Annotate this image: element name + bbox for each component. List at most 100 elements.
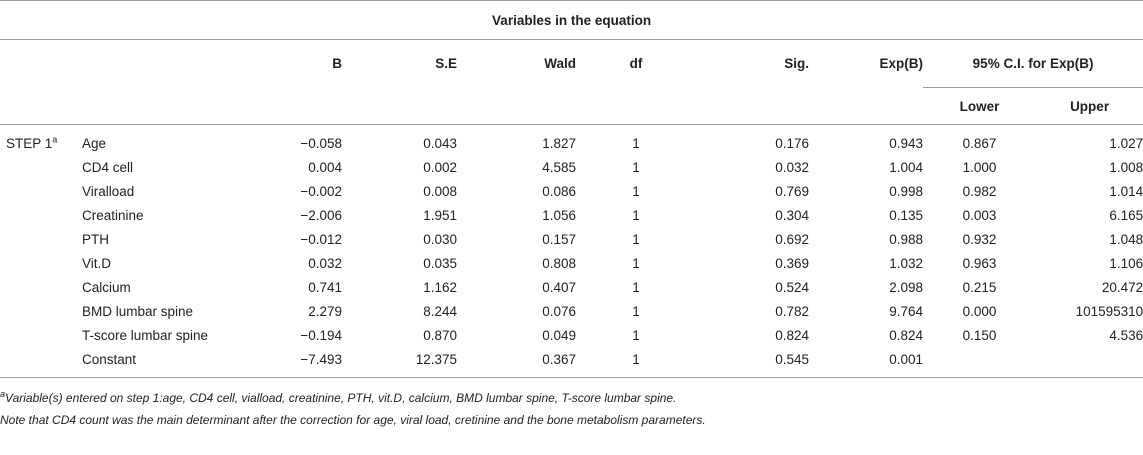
header-blank-step xyxy=(0,40,78,88)
cell-expb: 0.943 xyxy=(889,135,923,151)
cell-ci-upper: 1.027 xyxy=(1109,135,1143,151)
variable-name: Constant xyxy=(78,347,238,378)
footnote-marker: a xyxy=(0,389,6,399)
cell-se: 1.162 xyxy=(423,279,457,295)
step-footnote-marker: a xyxy=(52,134,58,144)
variable-name: Creatinine xyxy=(82,207,144,223)
header-blank-row xyxy=(0,87,923,125)
footnote-1-text: Variable(s) entered on step 1:age, CD4 c… xyxy=(5,391,677,405)
cell-b: −0.002 xyxy=(300,183,342,199)
cell-sig: 0.176 xyxy=(775,135,809,151)
cell-ci-upper: 1.106 xyxy=(1109,255,1143,271)
cell-sig: 0.692 xyxy=(775,231,809,247)
table-row: Calcium 0.741 1.162 0.407 1 0.524 2.098 0.215 20… xyxy=(0,275,1143,299)
step-label: STEP 1 xyxy=(6,135,53,151)
table-row: PTH −0.012 0.030 0.157 1 0.692 0.988 0.932 1.048 xyxy=(0,227,1143,251)
cell-ci-upper: 6.165 xyxy=(1109,207,1143,223)
cell-expb: 0.135 xyxy=(889,207,923,223)
cell-se: 12.375 xyxy=(342,347,457,378)
cell-ci-upper: 4.536 xyxy=(1109,327,1143,343)
cell-sig: 0.769 xyxy=(775,183,809,199)
col-header-lower: Lower xyxy=(923,87,1036,125)
cell-ci-upper: 1.008 xyxy=(1109,159,1143,175)
table-row: Constant −7.493 12.375 0.367 1 0.545 0.001 xyxy=(0,347,1143,378)
table-title: Variables in the equation xyxy=(0,0,1143,40)
cell-ci-upper: 101595310 xyxy=(1075,303,1143,319)
table-row: CD4 cell 0.004 0.002 4.585 1 0.032 1.004 1.000 1… xyxy=(0,155,1143,179)
table-row: BMD lumbar spine 2.279 8.244 0.076 1 0.782 9.7… xyxy=(0,299,1143,323)
cell-se: 0.030 xyxy=(423,231,457,247)
cell-ci-lower: 0.867 xyxy=(962,135,997,151)
cell-wald: 1.056 xyxy=(542,207,576,223)
cell-df: 1 xyxy=(632,207,640,223)
cell-b: −0.012 xyxy=(300,231,342,247)
cell-wald: 0.407 xyxy=(542,279,576,295)
cell-ci-lower: 0.150 xyxy=(962,327,997,343)
cell-wald: 0.157 xyxy=(542,231,576,247)
footnote-1: aVariable(s) entered on step 1:age, CD4 … xyxy=(0,387,1143,409)
variable-name: Viralload xyxy=(82,183,135,199)
cell-se: 1.951 xyxy=(423,207,457,223)
header-blank-variable xyxy=(78,40,238,88)
cell-df: 1 xyxy=(632,279,640,295)
cell-sig: 0.824 xyxy=(775,327,809,343)
step-cell xyxy=(0,251,78,275)
cell-df: 1 xyxy=(632,255,640,271)
table-row: Creatinine −2.006 1.951 1.056 1 0.304 0.135 0.0… xyxy=(0,203,1143,227)
cell-se: 0.043 xyxy=(423,135,457,151)
cell-ci-lower: 0.003 xyxy=(962,207,997,223)
cell-expb: 9.764 xyxy=(889,303,923,319)
cell-ci-lower: 0.932 xyxy=(962,231,997,247)
step-cell xyxy=(0,155,78,179)
cell-expb: 2.098 xyxy=(889,279,923,295)
footnote-2: Note that CD4 count was the main determi… xyxy=(0,413,706,427)
step-cell xyxy=(0,347,78,378)
cell-wald: 0.086 xyxy=(542,183,576,199)
cell-se: 0.008 xyxy=(423,183,457,199)
cell-sig: 0.545 xyxy=(696,347,809,378)
cell-expb: 0.998 xyxy=(889,183,923,199)
cell-expb: 0.001 xyxy=(809,347,923,378)
col-header-df: df xyxy=(629,56,643,72)
table-row: Viralload −0.002 0.008 0.086 1 0.769 0.998 0.98… xyxy=(0,179,1143,203)
cell-expb: 0.824 xyxy=(889,327,923,343)
cell-wald: 1.827 xyxy=(542,135,576,151)
cell-b: 0.032 xyxy=(308,255,342,271)
cell-se: 0.870 xyxy=(423,327,457,343)
regression-table: Variables in the equation B S.E Wald df … xyxy=(0,0,1143,378)
cell-sig: 0.369 xyxy=(775,255,809,271)
col-header-ci: 95% C.I. for Exp(B) xyxy=(923,39,1143,88)
cell-wald: 0.808 xyxy=(542,255,576,271)
cell-sig: 0.032 xyxy=(775,159,809,175)
cell-b: −0.058 xyxy=(300,135,342,151)
cell-ci-upper: 20.472 xyxy=(1101,279,1143,295)
cell-se: 8.244 xyxy=(423,303,457,319)
table-body: STEP 1a Age −0.058 0.043 1.827 1 0.176 0.943 0.8… xyxy=(0,125,1143,378)
cell-ci-upper: 1.048 xyxy=(1109,231,1143,247)
variable-name: PTH xyxy=(82,231,109,247)
cell-expb: 0.988 xyxy=(889,231,923,247)
variable-name: T-score lumbar spine xyxy=(82,327,209,343)
cell-df: 1 xyxy=(632,327,640,343)
cell-se: 0.035 xyxy=(423,255,457,271)
cell-b: −0.194 xyxy=(300,327,342,343)
col-header-sig: Sig. xyxy=(784,56,809,72)
cell-df: 1 xyxy=(632,135,640,151)
col-header-wald: Wald xyxy=(544,56,576,72)
cell-df: 1 xyxy=(632,159,640,175)
cell-ci-lower: 1.000 xyxy=(962,159,997,175)
cell-b: 0.004 xyxy=(308,159,342,175)
variable-name: Age xyxy=(82,135,107,151)
cell-expb: 1.032 xyxy=(889,255,923,271)
table-row: T-score lumbar spine −0.194 0.870 0.049 1 0.8… xyxy=(0,323,1143,347)
variable-name: Vit.D xyxy=(82,255,112,271)
step-cell: STEP 1a xyxy=(0,125,78,156)
col-header-expb: Exp(B) xyxy=(879,56,924,72)
step-cell xyxy=(0,299,78,323)
step-cell xyxy=(0,275,78,299)
cell-ci-lower: 0.982 xyxy=(962,183,997,199)
cell-ci-lower: 0.215 xyxy=(962,279,997,295)
cell-sig: 0.304 xyxy=(775,207,809,223)
cell-ci-upper: 1.014 xyxy=(1109,183,1143,199)
